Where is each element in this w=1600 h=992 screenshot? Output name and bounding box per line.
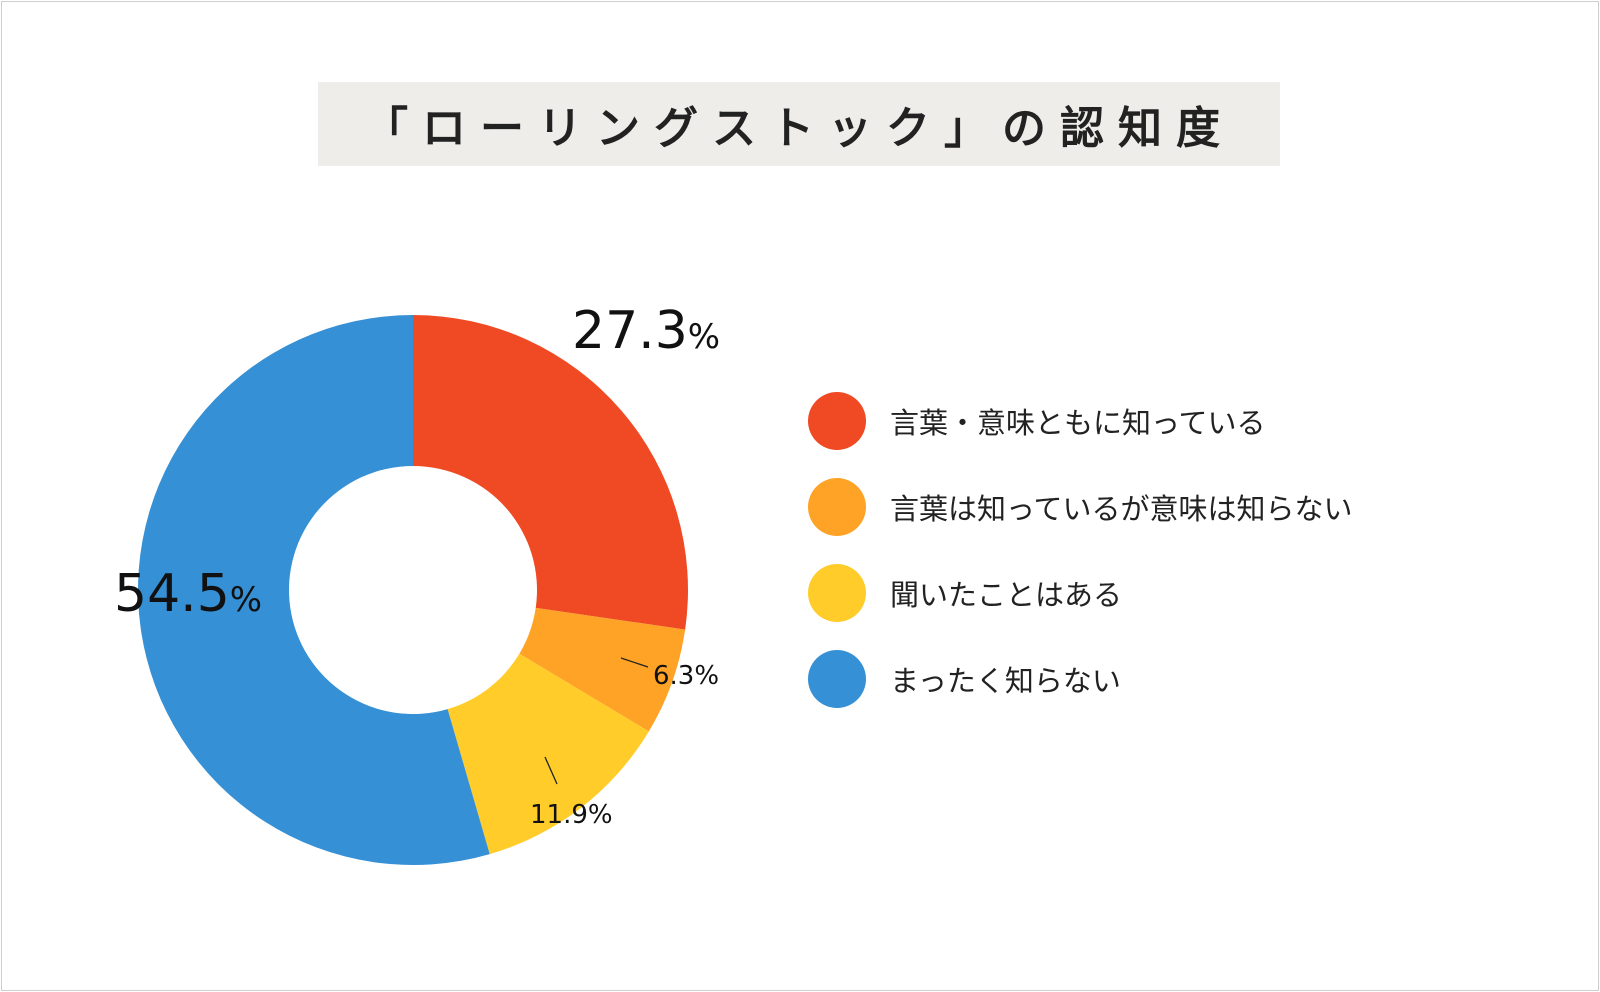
- slice-know-both: [413, 315, 688, 630]
- title-banner: 「ローリングストック」の認知度: [318, 82, 1280, 166]
- legend-swatch: [808, 564, 866, 622]
- legend-label: 聞いたことはある: [890, 578, 1123, 612]
- slice-never-heard: [137, 314, 490, 865]
- data-label-heard-of: 11.9%: [530, 800, 613, 830]
- data-label-know-both: 27.3%: [572, 301, 720, 361]
- legend: 言葉・意味ともに知っている言葉は知っているが意味は知らない 聞いたことはある まった…: [808, 392, 1353, 736]
- legend-item-know-both: 言葉・意味ともに知っている: [808, 392, 1353, 450]
- data-label-know-word-only: 6.3%: [653, 661, 719, 691]
- chart-title: 「ローリングストック」の認知度: [364, 103, 1234, 154]
- legend-swatch: [808, 478, 866, 536]
- leader-line-know-word-only: [620, 657, 649, 668]
- legend-swatch: [808, 650, 866, 708]
- legend-swatch: [808, 392, 866, 450]
- legend-item-never-heard: まったく知らない: [808, 650, 1353, 708]
- legend-item-heard-of: 聞いたことはある: [808, 564, 1353, 622]
- data-label-never-heard: 54.5%: [114, 564, 262, 624]
- slice-know-word-only: [519, 607, 686, 732]
- legend-label: まったく知らない: [890, 664, 1121, 698]
- legend-label: 言葉は知っているが意味は知らない: [890, 492, 1353, 526]
- leader-line-heard-of: [544, 756, 558, 785]
- legend-label: 言葉・意味ともに知っている: [890, 406, 1266, 440]
- slice-heard-of: [447, 653, 649, 855]
- legend-item-know-word-only: 言葉は知っているが意味は知らない: [808, 478, 1353, 536]
